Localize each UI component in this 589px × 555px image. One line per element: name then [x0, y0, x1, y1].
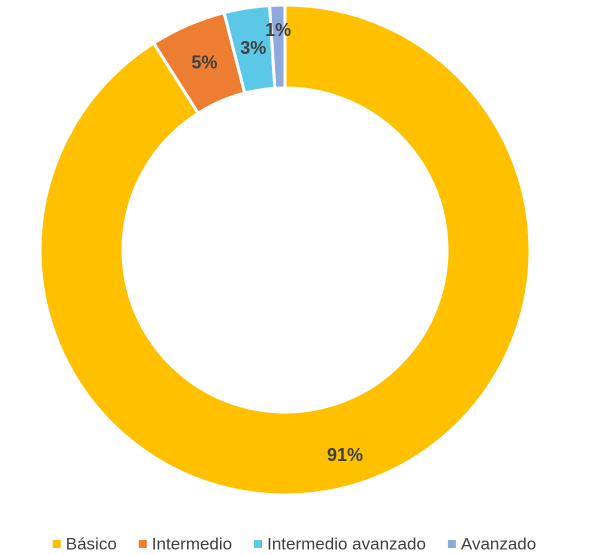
- donut-slice: [38, 3, 532, 497]
- value-label: 91%: [327, 445, 363, 465]
- value-label: 1%: [265, 20, 291, 40]
- legend-swatch: [52, 540, 61, 548]
- value-label: 5%: [191, 52, 217, 72]
- donut-slice: [268, 3, 287, 90]
- legend-label: Básico: [66, 534, 117, 553]
- legend-label: Intermedio avanzado: [267, 534, 426, 553]
- legend-swatch: [254, 540, 263, 548]
- legend-swatch: [138, 540, 147, 548]
- legend-label: Avanzado: [461, 534, 536, 553]
- value-label: 3%: [240, 38, 266, 58]
- legend-label: Intermedio: [152, 534, 232, 553]
- legend-swatch: [447, 540, 456, 548]
